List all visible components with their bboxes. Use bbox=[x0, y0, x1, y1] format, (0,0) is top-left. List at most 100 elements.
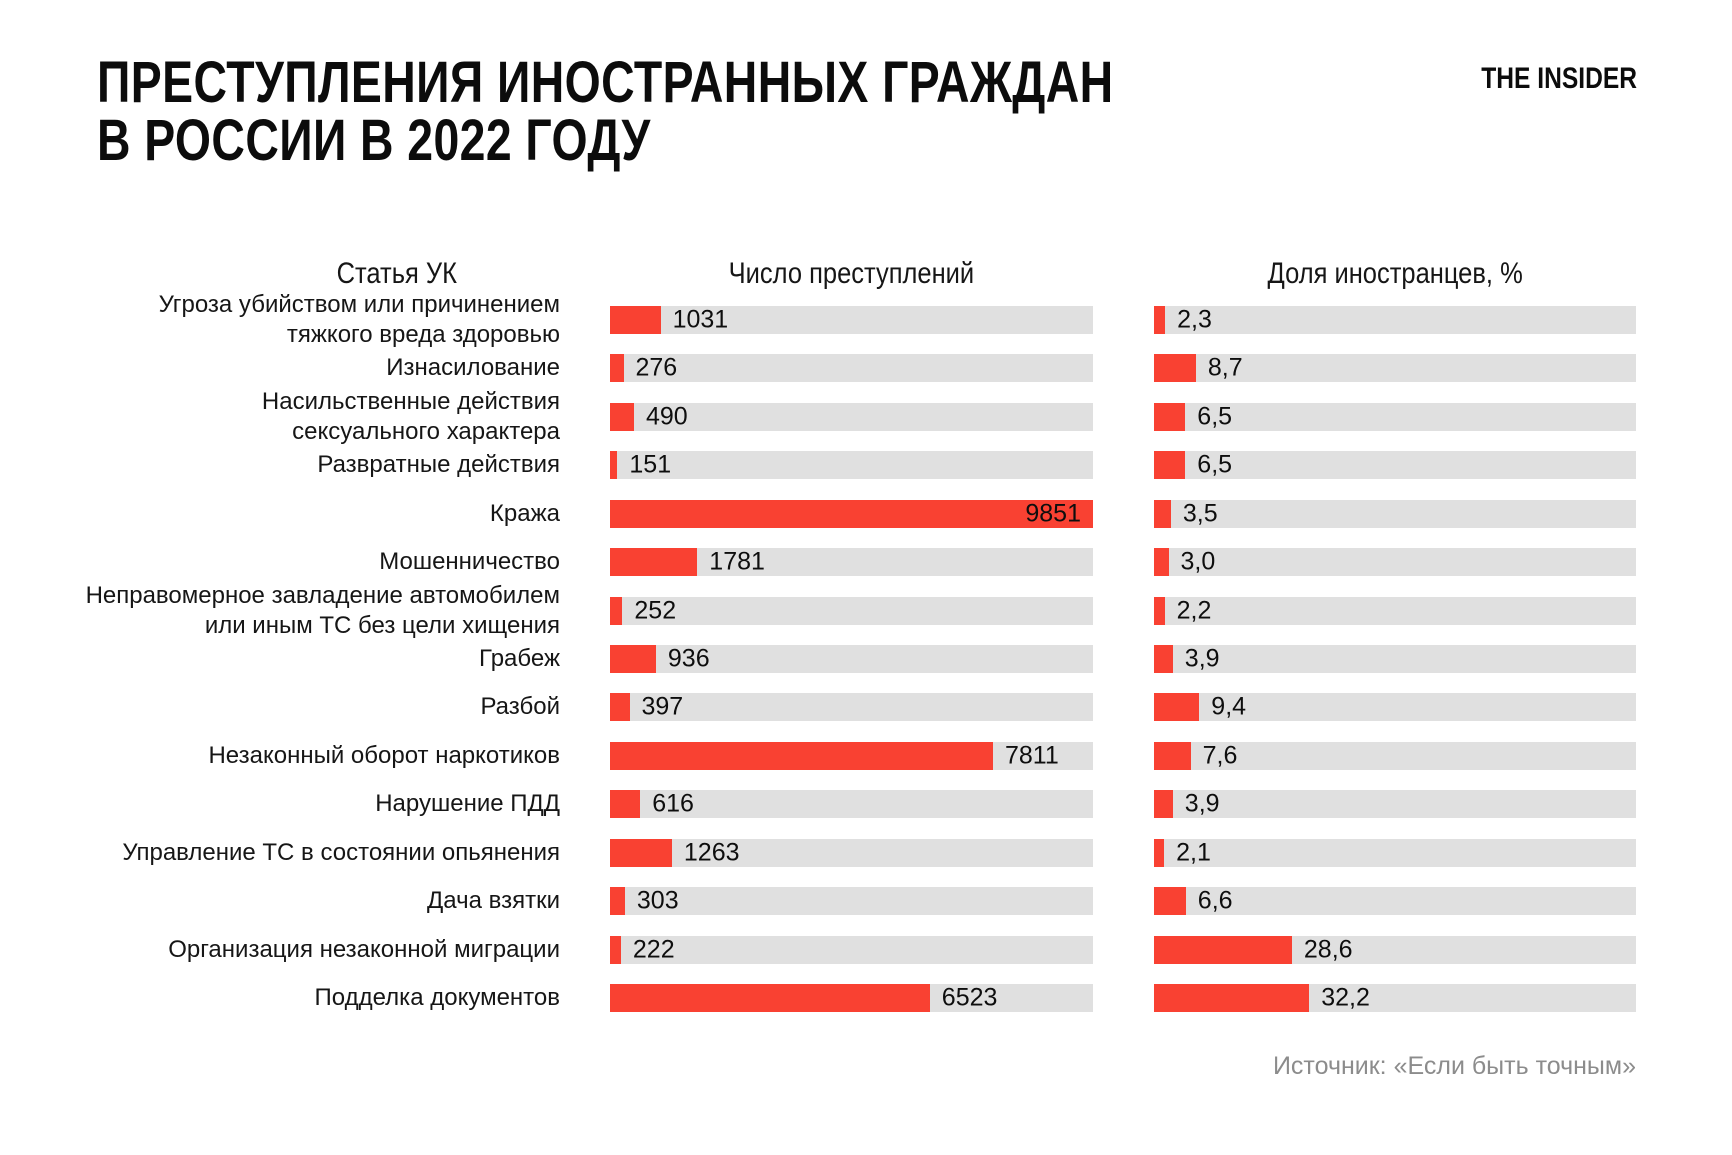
row-label: Дача взятки bbox=[427, 887, 560, 914]
share-bar-fill bbox=[1154, 499, 1171, 528]
count-bar-fill bbox=[610, 402, 634, 431]
share-value: 28,6 bbox=[1303, 935, 1353, 963]
count-value: 397 bbox=[641, 692, 684, 721]
count-value: 616 bbox=[652, 789, 694, 818]
count-bar-track: 303 bbox=[610, 887, 1093, 915]
share-value: 8,7 bbox=[1207, 353, 1243, 382]
count-bar-track: 7811 bbox=[610, 741, 1093, 770]
count-bar-fill bbox=[610, 499, 1093, 528]
share-value: 6,5 bbox=[1197, 402, 1233, 431]
row-label: Нарушение ПДД bbox=[375, 790, 560, 818]
share-bar-fill bbox=[1154, 596, 1165, 625]
share-value: 9,4 bbox=[1211, 692, 1247, 721]
share-bar-fill bbox=[1154, 644, 1173, 673]
count-bar-track: 490 bbox=[610, 402, 1093, 431]
count-value: 303 bbox=[636, 886, 679, 915]
share-value: 2,2 bbox=[1176, 596, 1212, 624]
row-label: Кража bbox=[489, 499, 560, 527]
table-row: Грабеж 936 3,9 bbox=[0, 644, 1732, 673]
table-row: Разбой 397 9,4 bbox=[0, 692, 1732, 722]
share-value: 32,2 bbox=[1321, 983, 1370, 1012]
row-label: Подделка документов bbox=[314, 983, 560, 1011]
table-row: Организация незаконной миграции 222 28,6 bbox=[0, 935, 1732, 964]
count-bar-track: 397 bbox=[610, 692, 1093, 722]
share-value: 3,5 bbox=[1182, 499, 1218, 528]
count-bar-track: 222 bbox=[610, 935, 1093, 964]
count-bar-fill bbox=[610, 983, 930, 1012]
share-bar-track: 8,7 bbox=[1154, 353, 1636, 383]
row-label: Мошенничество bbox=[379, 548, 560, 576]
share-bar-fill bbox=[1154, 790, 1173, 819]
share-value: 6,6 bbox=[1197, 886, 1233, 915]
share-bar-fill bbox=[1154, 838, 1165, 867]
column-header-count: Число преступлений bbox=[728, 257, 974, 290]
page-title: ПРЕСТУПЛЕНИЯ ИНОСТРАННЫХ ГРАЖДАН В РОССИ… bbox=[97, 54, 1114, 170]
row-label: Угроза убийством или причинением тяжкого… bbox=[158, 291, 560, 348]
share-value: 3,9 bbox=[1184, 789, 1220, 818]
share-bar-fill bbox=[1154, 548, 1169, 577]
source-credit: Источник: «Если быть точным» bbox=[1272, 1052, 1636, 1080]
table-row: Незаконный оборот наркотиков 7811 7,6 bbox=[0, 741, 1732, 770]
share-bar-track: 2,1 bbox=[1154, 838, 1636, 867]
table-row: Насильственные действия сексуального хар… bbox=[0, 388, 1732, 445]
count-bar-track: 1781 bbox=[610, 547, 1093, 577]
count-value: 490 bbox=[646, 402, 688, 431]
share-bar-fill bbox=[1154, 306, 1166, 334]
count-value: 1781 bbox=[709, 547, 765, 576]
table-row: Развратные действия 151 6,5 bbox=[0, 450, 1732, 480]
count-bar-fill bbox=[610, 741, 993, 770]
count-value: 936 bbox=[667, 644, 710, 673]
share-bar-fill bbox=[1154, 402, 1186, 431]
share-bar-track: 3,9 bbox=[1154, 789, 1636, 819]
share-value: 2,3 bbox=[1177, 305, 1212, 334]
count-bar-fill bbox=[610, 790, 641, 819]
share-value: 3,0 bbox=[1180, 547, 1216, 576]
share-bar-track: 3,5 bbox=[1154, 499, 1636, 528]
table-row: Кража 9851 3,5 bbox=[0, 499, 1732, 528]
share-bar-fill bbox=[1154, 983, 1310, 1012]
row-label: Развратные действия bbox=[317, 451, 560, 479]
row-label: Грабеж bbox=[479, 644, 560, 672]
share-value: 7,6 bbox=[1202, 741, 1238, 770]
column-header-article: Статья УК bbox=[336, 257, 458, 290]
count-bar-fill bbox=[610, 838, 672, 867]
row-label: Организация незаконной миграции bbox=[168, 935, 560, 963]
share-bar-track: 7,6 bbox=[1154, 741, 1636, 770]
share-bar-fill bbox=[1154, 451, 1186, 480]
count-bar-track: 616 bbox=[610, 789, 1093, 819]
row-label: Незаконный оборот наркотиков bbox=[208, 741, 560, 769]
table-row: Подделка документов 6523 32,2 bbox=[0, 983, 1732, 1012]
table-row: Мошенничество 1781 3,0 bbox=[0, 547, 1732, 577]
share-bar-fill bbox=[1154, 887, 1186, 915]
count-value: 9851 bbox=[1025, 499, 1081, 528]
count-bar-track: 276 bbox=[610, 354, 1093, 383]
count-bar-track: 9851 bbox=[610, 499, 1093, 528]
count-bar-fill bbox=[610, 548, 698, 577]
count-bar-fill bbox=[610, 887, 625, 915]
count-value: 1031 bbox=[672, 305, 729, 334]
table-row: Изнасилование 276 8,7 bbox=[0, 353, 1732, 383]
page-title-line1: ПРЕСТУПЛЕНИЯ ИНОСТРАННЫХ ГРАЖДАН bbox=[97, 50, 1114, 115]
share-bar-track: 3,9 bbox=[1154, 644, 1636, 673]
share-bar-track: 6,6 bbox=[1154, 887, 1636, 915]
count-value: 222 bbox=[632, 935, 675, 963]
count-bar-track: 1031 bbox=[610, 306, 1093, 334]
share-bar-track: 28,6 bbox=[1154, 935, 1636, 964]
share-bar-fill bbox=[1154, 693, 1200, 722]
share-value: 6,5 bbox=[1197, 450, 1233, 479]
share-bar-track: 9,4 bbox=[1154, 692, 1636, 722]
column-header-share: Доля иностранцев, % bbox=[1267, 257, 1523, 290]
count-bar-track: 936 bbox=[610, 644, 1093, 673]
row-label: Насильственные действия сексуального хар… bbox=[261, 387, 560, 445]
count-bar-fill bbox=[610, 354, 624, 383]
share-bar-track: 2,3 bbox=[1154, 306, 1636, 334]
table-row: Управление ТС в состоянии опьянения 1263 2… bbox=[0, 838, 1732, 867]
count-bar-fill bbox=[610, 306, 661, 334]
count-value: 6523 bbox=[941, 983, 998, 1012]
share-bar-track: 3,0 bbox=[1154, 547, 1636, 577]
table-row: Неправомерное завладение автомобилем или… bbox=[0, 582, 1732, 639]
count-value: 151 bbox=[629, 450, 672, 479]
share-value: 3,9 bbox=[1184, 644, 1220, 673]
page-title-line2: В РОССИИ В 2022 ГОДУ bbox=[97, 108, 651, 173]
count-value: 1263 bbox=[683, 838, 740, 867]
